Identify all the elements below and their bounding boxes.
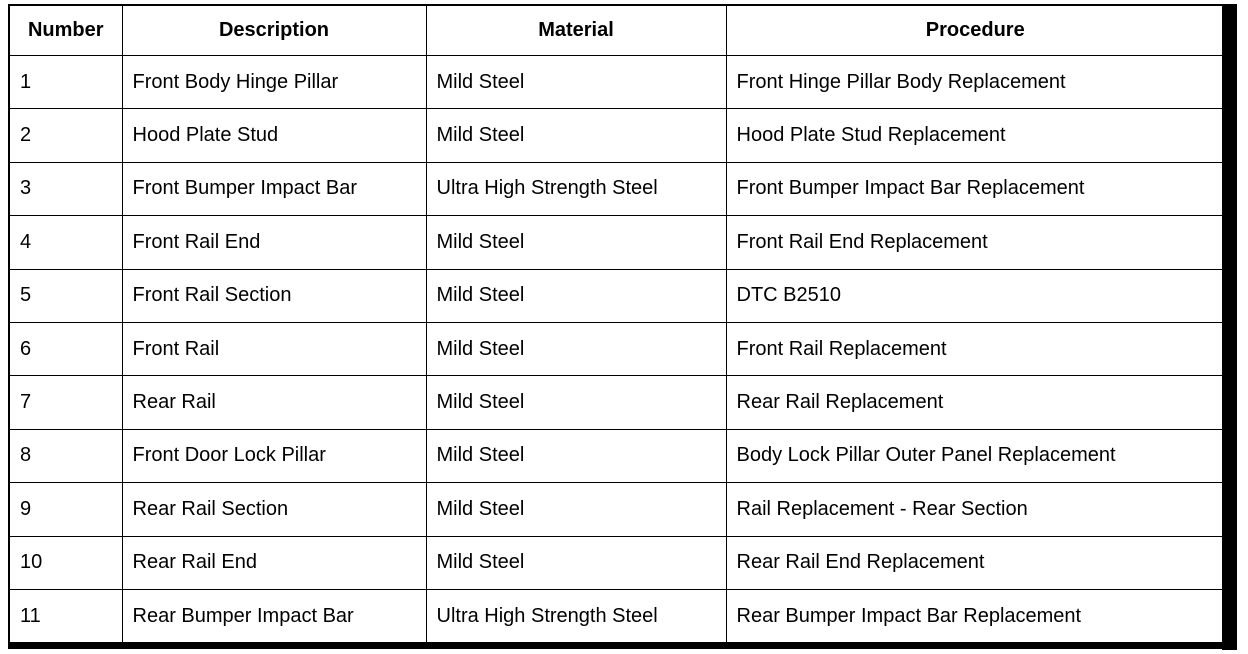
table-row: 6 Front Rail Mild Steel Front Rail Replacem…	[8, 321, 1226, 377]
table-cell: Mild Steel	[425, 375, 727, 430]
table-cell: Rear Rail Section	[121, 482, 427, 537]
table-cell: Ultra High Strength Steel	[425, 588, 727, 644]
header-cell: Procedure	[725, 4, 1226, 56]
table-cell: Front Door Lock Pillar	[121, 428, 427, 484]
table-cell: Mild Steel	[425, 535, 727, 590]
header-row: Number Description Material Procedure	[8, 4, 1226, 56]
table-row: 11 Rear Bumper Impact Bar Ultra High Stren…	[8, 588, 1226, 644]
table-row: 1 Front Body Hinge Pillar Mild Steel Front …	[8, 54, 1226, 110]
table-cell: Rear Rail End Replacement	[725, 535, 1226, 590]
table-cell: 4	[8, 215, 123, 270]
border-shadow	[1222, 4, 1237, 650]
table-cell: 7	[8, 375, 123, 430]
table-cell: Front Rail Replacement	[725, 321, 1226, 377]
table-cell: Hood Plate Stud	[121, 108, 427, 163]
table-cell: 9	[8, 482, 123, 537]
table-cell: Rail Replacement - Rear Section	[725, 482, 1226, 537]
table-body: 1 Front Body Hinge Pillar Mild Steel Front …	[8, 54, 1226, 644]
table-cell: Front Rail	[121, 321, 427, 377]
table-cell: Front Bumper Impact Bar	[121, 161, 427, 217]
table-cell: Front Bumper Impact Bar Replacement	[725, 161, 1226, 217]
table-cell: 10	[8, 535, 123, 590]
table-cell: Hood Plate Stud Replacement	[725, 108, 1226, 163]
table-cell: Mild Steel	[425, 108, 727, 163]
table-cell: Rear Bumper Impact Bar	[121, 588, 427, 644]
table-cell: 8	[8, 428, 123, 484]
table: Number Description Material Procedure 1 Fron…	[8, 4, 1226, 645]
table-cell: 3	[8, 161, 123, 217]
header-cell: Number	[8, 4, 123, 56]
table-row: 3 Front Bumper Impact Bar Ultra High Stren…	[8, 161, 1226, 217]
table-cell: Mild Steel	[425, 321, 727, 377]
table-cell: Mild Steel	[425, 268, 727, 323]
table-row: 7 Rear Rail Mild Steel Rear Rail Replacemen…	[8, 375, 1226, 430]
table-row: 2 Hood Plate Stud Mild Steel Hood Plate Stu…	[8, 108, 1226, 163]
table-cell: Rear Rail Replacement	[725, 375, 1226, 430]
table-cell: Body Lock Pillar Outer Panel Replacement	[725, 428, 1226, 484]
table-cell: 6	[8, 321, 123, 377]
table-cell: Front Rail End Replacement	[725, 215, 1226, 270]
table-cell: Mild Steel	[425, 54, 727, 110]
table-row: 8 Front Door Lock Pillar Mild Steel Body Lo…	[8, 428, 1226, 484]
table-cell: 5	[8, 268, 123, 323]
table-cell: Mild Steel	[425, 428, 727, 484]
header-cell: Description	[121, 4, 427, 56]
table-cell: Rear Rail End	[121, 535, 427, 590]
table-row: 5 Front Rail Section Mild Steel DTC B2510	[8, 268, 1226, 323]
table-cell: Rear Bumper Impact Bar Replacement	[725, 588, 1226, 644]
table-cell: 1	[8, 54, 123, 110]
table-cell: Front Body Hinge Pillar	[121, 54, 427, 110]
table-frame: Number Description Material Procedure 1 Fron…	[8, 4, 1226, 645]
table-cell: 11	[8, 588, 123, 644]
table-cell: Rear Rail	[121, 375, 427, 430]
table-row: 4 Front Rail End Mild Steel Front Rail End …	[8, 215, 1226, 270]
table-row: 9 Rear Rail Section Mild Steel Rail Replace…	[8, 482, 1226, 537]
table-cell: Front Rail End	[121, 215, 427, 270]
table-row: 10 Rear Rail End Mild Steel Rear Rail End R…	[8, 535, 1226, 590]
table-cell: 2	[8, 108, 123, 163]
border-shadow	[8, 643, 1237, 649]
table-cell: Mild Steel	[425, 482, 727, 537]
header-cell: Material	[425, 4, 727, 56]
table-cell: Front Hinge Pillar Body Replacement	[725, 54, 1226, 110]
table-cell: Mild Steel	[425, 215, 727, 270]
table-cell: Front Rail Section	[121, 268, 427, 323]
table-cell: DTC B2510	[725, 268, 1226, 323]
table-cell: Ultra High Strength Steel	[425, 161, 727, 217]
